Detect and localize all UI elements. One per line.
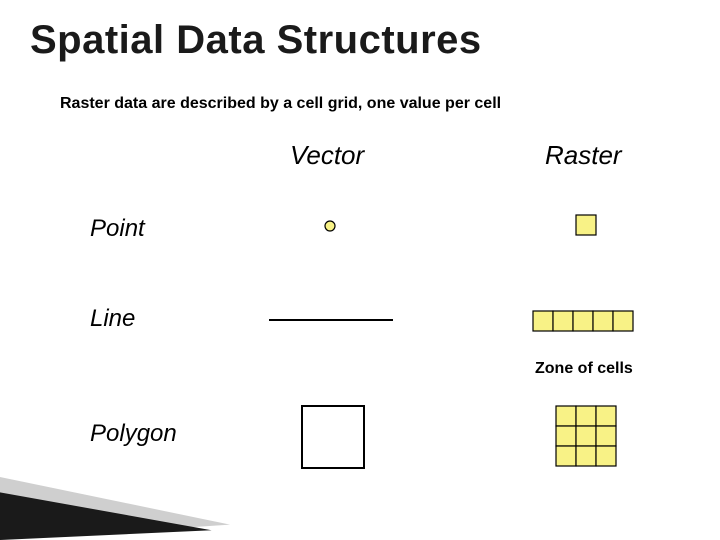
vector-polygon-shape [300, 404, 366, 470]
raster-line-shape [532, 310, 636, 334]
subtitle: Raster data are described by a cell grid… [60, 95, 501, 113]
raster-polygon-shape [555, 405, 619, 469]
row-label-polygon: Polygon [90, 420, 177, 448]
page-title: Spatial Data Structures [30, 18, 482, 63]
column-header-vector: Vector [290, 140, 364, 171]
zone-of-cells-label: Zone of cells [535, 360, 633, 378]
column-header-raster: Raster [545, 140, 622, 171]
row-label-line: Line [90, 305, 135, 333]
decorative-wedge [0, 470, 230, 540]
vector-line-shape [268, 312, 394, 328]
raster-point-shape [575, 214, 597, 236]
vector-point-shape [320, 216, 340, 236]
row-label-point: Point [90, 215, 145, 243]
